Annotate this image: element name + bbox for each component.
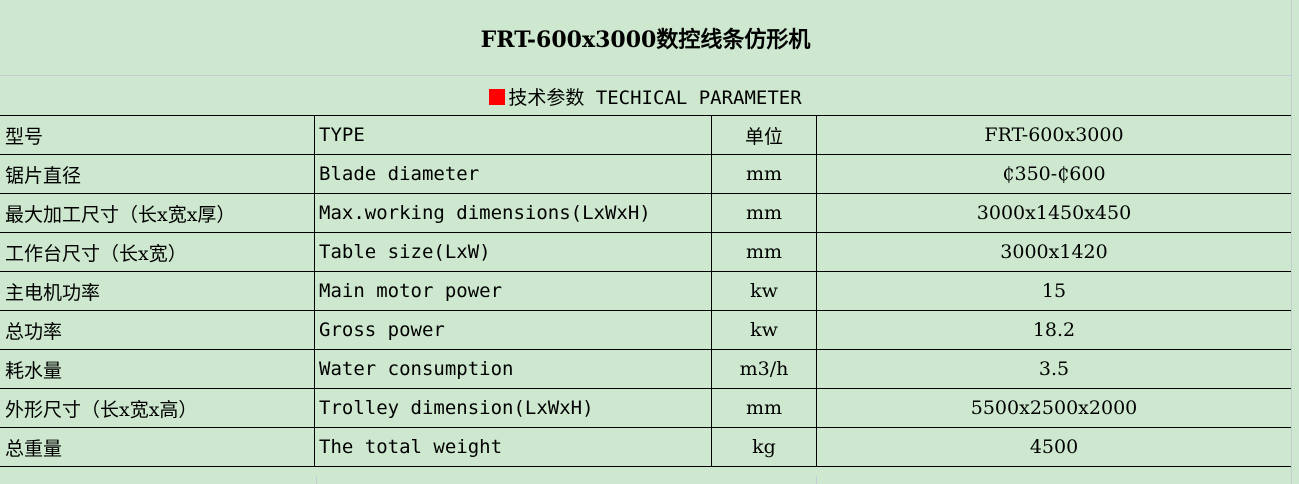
cell-name-en[interactable]: Main motor power bbox=[314, 271, 712, 311]
red-square-icon bbox=[489, 89, 506, 105]
cell-name-cn[interactable]: 耗水量 bbox=[0, 349, 315, 389]
cell-unit[interactable]: mm bbox=[711, 154, 817, 194]
cell-name-cn[interactable]: 型号 bbox=[0, 115, 315, 155]
cell-name-en[interactable]: Water consumption bbox=[314, 349, 712, 389]
cell-value[interactable]: 3000x1450x450 bbox=[816, 193, 1292, 233]
table-row: 锯片直径 Blade diameter mm ₵350-₵600 bbox=[0, 154, 1292, 194]
cell-name-en[interactable]: Gross power bbox=[314, 310, 712, 350]
cell-value[interactable]: 5500x2500x2000 bbox=[816, 388, 1292, 428]
table-row: 总功率 Gross power kw 18.2 bbox=[0, 310, 1292, 350]
cell-value[interactable]: FRT-600x3000 bbox=[816, 115, 1292, 155]
cell-name-en[interactable]: Blade diameter bbox=[314, 154, 712, 194]
section-heading-text: 技术参数 TECHICAL PARAMETER bbox=[508, 87, 802, 109]
cell-unit[interactable]: kw bbox=[711, 310, 817, 350]
table-row: 型号 TYPE 单位 FRT-600x3000 bbox=[0, 115, 1292, 155]
gridline bbox=[1291, 0, 1292, 484]
cell-unit[interactable]: kw bbox=[711, 271, 817, 311]
cell-name-en[interactable]: Trolley dimension(LxWxH) bbox=[314, 388, 712, 428]
cell-name-cn[interactable]: 工作台尺寸（长x宽） bbox=[0, 232, 315, 272]
table-row: 最大加工尺寸（长x宽x厚） Max.working dimensions(LxWx… bbox=[0, 193, 1292, 233]
parameter-table: 型号 TYPE 单位 FRT-600x3000 锯片直径 Blade diameter mm… bbox=[0, 115, 1292, 467]
cell-value[interactable]: ₵350-₵600 bbox=[816, 154, 1292, 194]
section-heading: 技术参数 TECHICAL PARAMETER bbox=[0, 76, 1291, 116]
cell-unit[interactable]: 单位 bbox=[711, 115, 817, 155]
table-row: 总重量 The total weight kg 4500 bbox=[0, 427, 1292, 467]
cell-unit[interactable]: m3/h bbox=[711, 349, 817, 389]
cell-name-cn[interactable]: 总功率 bbox=[0, 310, 315, 350]
cell-unit[interactable]: mm bbox=[711, 388, 817, 428]
cell-name-en[interactable]: Table size(LxW) bbox=[314, 232, 712, 272]
sheet-title: FRT-600x3000数控线条仿形机 bbox=[0, 0, 1291, 76]
cell-name-cn[interactable]: 锯片直径 bbox=[0, 154, 315, 194]
table-row: 工作台尺寸（长x宽） Table size(LxW) mm 3000x1420 bbox=[0, 232, 1292, 272]
cell-value[interactable]: 3.5 bbox=[816, 349, 1292, 389]
cell-unit[interactable]: kg bbox=[711, 427, 817, 467]
table-row: 外形尺寸（长x宽x高） Trolley dimension(LxWxH) mm 550… bbox=[0, 388, 1292, 428]
cell-name-en[interactable]: Max.working dimensions(LxWxH) bbox=[314, 193, 712, 233]
cell-name-en[interactable]: The total weight bbox=[314, 427, 712, 467]
cell-value[interactable]: 15 bbox=[816, 271, 1292, 311]
cell-name-cn[interactable]: 外形尺寸（长x宽x高） bbox=[0, 388, 315, 428]
cell-name-en[interactable]: TYPE bbox=[314, 115, 712, 155]
cell-name-cn[interactable]: 总重量 bbox=[0, 427, 315, 467]
cell-unit[interactable]: mm bbox=[711, 193, 817, 233]
cell-value[interactable]: 4500 bbox=[816, 427, 1292, 467]
table-row: 主电机功率 Main motor power kw 15 bbox=[0, 271, 1292, 311]
cell-value[interactable]: 3000x1420 bbox=[816, 232, 1292, 272]
cell-value[interactable]: 18.2 bbox=[816, 310, 1292, 350]
cell-name-cn[interactable]: 主电机功率 bbox=[0, 271, 315, 311]
cell-name-cn[interactable]: 最大加工尺寸（长x宽x厚） bbox=[0, 193, 315, 233]
gridline bbox=[316, 476, 317, 484]
table-row: 耗水量 Water consumption m3/h 3.5 bbox=[0, 349, 1292, 389]
cell-unit[interactable]: mm bbox=[711, 232, 817, 272]
gridline bbox=[816, 476, 817, 484]
